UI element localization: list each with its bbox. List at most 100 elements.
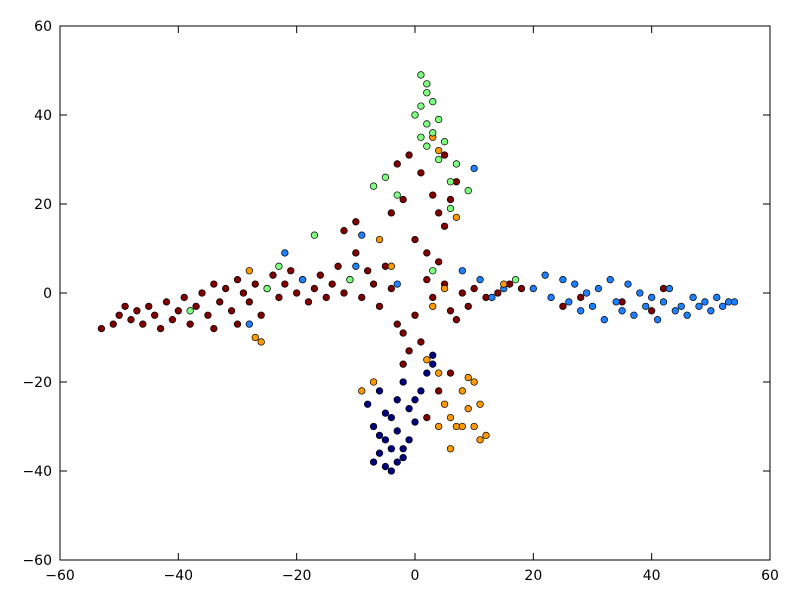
- x-tick-label: 20: [524, 568, 542, 584]
- scatter-point: [263, 284, 271, 293]
- scatter-point: [417, 169, 425, 177]
- scatter-point: [387, 413, 395, 422]
- scatter-point: [174, 307, 182, 315]
- scatter-point: [719, 302, 727, 311]
- scatter-point: [529, 284, 537, 293]
- scatter-point: [476, 276, 484, 284]
- scatter-point: [411, 311, 419, 319]
- scatter-point: [470, 378, 478, 386]
- scatter-point: [257, 311, 265, 319]
- scatter-point: [210, 324, 218, 333]
- scatter-point: [517, 284, 526, 293]
- scatter-point: [730, 298, 739, 306]
- scatter-point: [387, 467, 395, 475]
- y-tick-label: 0: [43, 286, 52, 302]
- scatter-point: [423, 356, 431, 364]
- scatter-point: [405, 436, 413, 444]
- scatter-point: [168, 316, 177, 324]
- scatter-point: [446, 178, 455, 186]
- scatter-point: [97, 324, 106, 333]
- scatter-point: [446, 195, 455, 204]
- scatter-point: [269, 271, 277, 279]
- scatter-point: [393, 320, 401, 328]
- scatter-point: [429, 129, 437, 137]
- scatter-point: [375, 302, 384, 311]
- scatter-point: [358, 387, 366, 395]
- scatter-point: [648, 293, 656, 302]
- scatter-point: [689, 293, 697, 302]
- y-tick-label: −20: [22, 375, 52, 391]
- y-tick-label: 60: [34, 19, 52, 35]
- scatter-point: [452, 316, 461, 324]
- scatter-point: [364, 267, 372, 275]
- scatter-point: [393, 458, 401, 466]
- scatter-point: [440, 284, 449, 293]
- scatter-point: [671, 307, 679, 315]
- scatter-point: [482, 431, 490, 440]
- scatter-point: [423, 142, 431, 150]
- x-tick-label: −20: [282, 568, 312, 584]
- scatter-point: [423, 413, 431, 422]
- scatter-point: [435, 146, 443, 155]
- scatter-point: [399, 454, 407, 462]
- scatter-point: [665, 284, 674, 293]
- x-tick-label: −40: [164, 568, 194, 584]
- scatter-point: [423, 120, 431, 128]
- scatter-point: [423, 89, 431, 97]
- scatter-point: [156, 324, 165, 333]
- scatter-point: [446, 445, 455, 453]
- scatter-point: [429, 360, 437, 368]
- scatter-point: [233, 276, 242, 284]
- scatter-point: [429, 302, 437, 311]
- scatter-point: [133, 307, 141, 315]
- scatter-point: [577, 293, 585, 302]
- scatter-point: [594, 284, 603, 293]
- scatter-point: [618, 307, 626, 315]
- x-tick-label: 0: [411, 568, 420, 584]
- scatter-point: [198, 289, 206, 297]
- scatter-point: [393, 191, 401, 199]
- scatter-point: [239, 289, 248, 297]
- scatter-point: [435, 387, 443, 395]
- scatter-point: [352, 262, 360, 270]
- scatter-point: [310, 284, 319, 293]
- scatter-point: [435, 115, 443, 124]
- scatter-point: [446, 307, 455, 315]
- scatter-point: [559, 276, 567, 284]
- scatter-point: [677, 302, 685, 311]
- scatter-point: [387, 445, 395, 453]
- y-tick-label: −60: [22, 553, 52, 569]
- scatter-point: [387, 209, 395, 217]
- scatter-point: [547, 293, 555, 302]
- scatter-point: [429, 267, 437, 275]
- scatter-point: [476, 436, 484, 444]
- scatter-point: [464, 405, 472, 413]
- scatter-point: [151, 311, 159, 319]
- scatter-point: [186, 307, 194, 315]
- scatter-point: [192, 302, 200, 311]
- scatter-point: [310, 231, 319, 239]
- scatter-point: [429, 351, 437, 359]
- scatter-point: [399, 360, 407, 368]
- scatter-point: [417, 387, 425, 395]
- scatter-point: [233, 320, 242, 328]
- scatter-point: [411, 396, 419, 404]
- scatter-point: [257, 338, 265, 346]
- scatter-point: [458, 422, 466, 431]
- scatter-point: [565, 298, 573, 306]
- scatter-point: [588, 302, 597, 311]
- scatter-point: [322, 293, 330, 302]
- scatter-point: [139, 320, 147, 328]
- scatter-point: [364, 400, 372, 408]
- scatter-point: [275, 293, 283, 302]
- scatter-point: [109, 320, 117, 328]
- scatter-point: [577, 307, 585, 315]
- scatter-point: [417, 71, 425, 79]
- scatter-point: [446, 369, 455, 377]
- scatter-point: [121, 302, 129, 311]
- scatter-point: [435, 209, 443, 217]
- scatter-point: [381, 173, 390, 181]
- scatter-point: [636, 289, 644, 297]
